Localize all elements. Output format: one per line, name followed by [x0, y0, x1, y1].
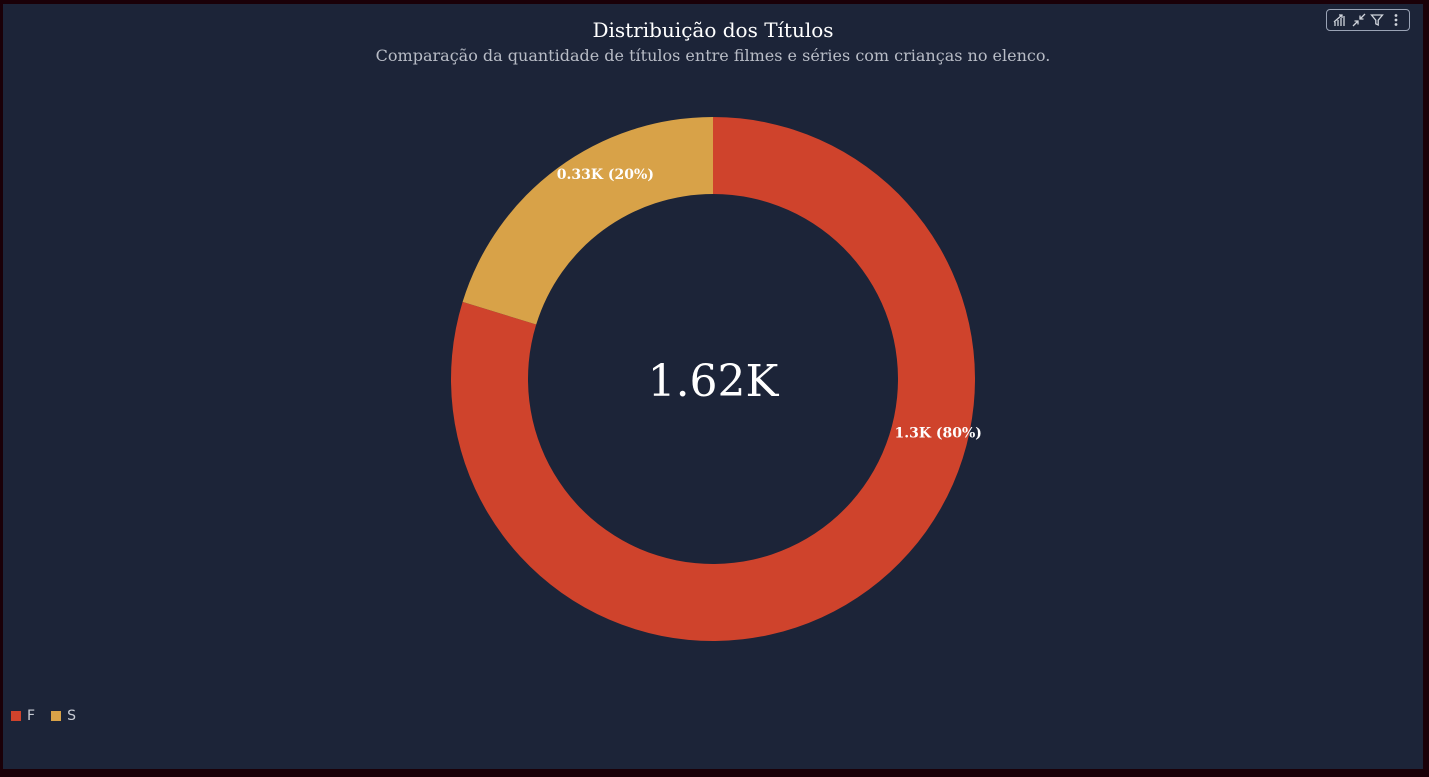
legend-label: F [27, 708, 36, 724]
donut-chart: 1.3K (80%) 0.33K (20%) 1.62K [450, 117, 982, 642]
donut-slice-s[interactable] [462, 117, 713, 325]
center-total-label: 1.62K [648, 356, 780, 407]
slice-label-f: 1.3K (80%) [895, 426, 982, 442]
donut-slice-f[interactable] [450, 117, 975, 642]
chart-subtitle: Comparação da quantidade de títulos entr… [375, 46, 1051, 65]
chart-toolbar [1326, 9, 1410, 31]
legend-item-s[interactable]: S [51, 708, 76, 724]
legend-swatch [51, 711, 62, 721]
chart-panel: Distribuição dos Títulos Comparação da q… [3, 4, 1423, 769]
bar-chart-drill-icon[interactable] [1332, 12, 1348, 28]
legend-item-f[interactable]: F [11, 708, 35, 724]
legend-label: S [67, 708, 76, 724]
collapse-arrows-icon[interactable] [1351, 12, 1367, 28]
more-options-icon[interactable] [1388, 12, 1404, 28]
slice-label-s: 0.33K (20%) [557, 167, 654, 183]
legend-swatch [11, 711, 21, 721]
chart-title: Distribuição dos Títulos [592, 18, 834, 42]
filter-icon[interactable] [1369, 12, 1385, 28]
